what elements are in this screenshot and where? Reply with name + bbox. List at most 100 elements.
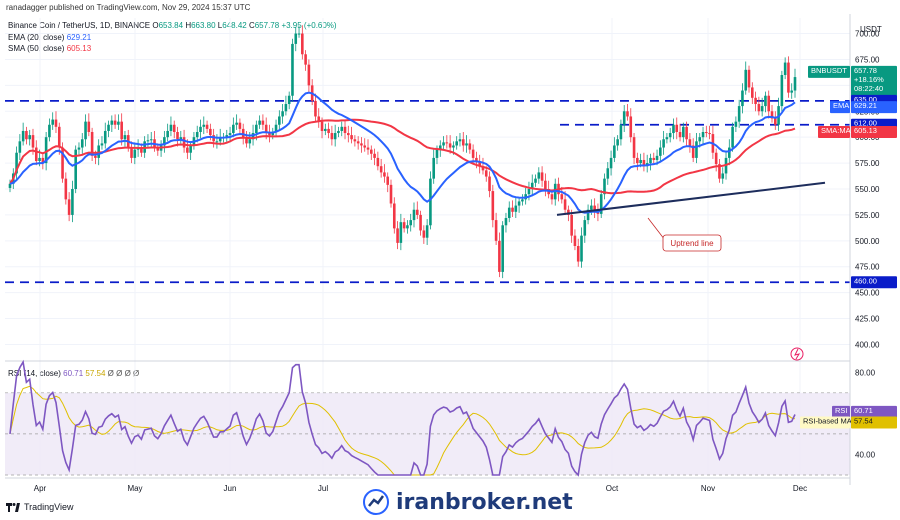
- candle-body: [478, 162, 481, 167]
- time-tick-label: Jun: [224, 484, 237, 493]
- candle-body: [146, 140, 150, 142]
- candle-body: [790, 90, 794, 93]
- candle-body: [327, 128, 330, 134]
- candle-body: [48, 124, 51, 138]
- candle-body: [163, 137, 166, 146]
- candle-body: [468, 143, 472, 150]
- ema-legend-row[interactable]: EMA (20, close) 629.21: [8, 33, 91, 42]
- candle-body: [218, 137, 222, 142]
- candle-body: [576, 246, 580, 262]
- candle-body: [209, 128, 212, 136]
- ohlc-high: 663.80: [191, 21, 216, 30]
- candle-body: [744, 69, 748, 91]
- candle-body: [461, 139, 465, 146]
- candle-body: [494, 220, 498, 241]
- candle-body: [590, 205, 593, 210]
- candle-body: [406, 225, 409, 229]
- sma-legend-row[interactable]: SMA (50, close) 605.13: [8, 44, 91, 53]
- candle-body: [278, 116, 281, 125]
- candle-body: [537, 172, 541, 179]
- candle-body: [435, 149, 439, 158]
- candle-body: [705, 132, 708, 134]
- candle-body: [186, 147, 189, 153]
- ohlc-change: +3.95 (+0.60%): [281, 21, 337, 30]
- candle-body: [754, 97, 757, 105]
- candle-body: [360, 143, 363, 146]
- candle-body: [429, 178, 432, 226]
- candle-body: [530, 182, 534, 189]
- candle-body: [41, 157, 45, 164]
- candle-body: [268, 133, 271, 136]
- candle-body: [248, 139, 252, 144]
- candle-body: [376, 157, 380, 167]
- candle-body: [580, 235, 583, 262]
- rsi-line: [9, 359, 796, 477]
- ohlc-low-label: L: [217, 21, 223, 30]
- sma-50-line: [9, 118, 796, 195]
- price-tick-label: 475.00: [855, 263, 880, 272]
- candle-body: [8, 183, 12, 188]
- candle-body: [28, 135, 32, 140]
- candle-body: [399, 222, 403, 243]
- candle-body: [593, 205, 596, 212]
- candle-body: [281, 111, 284, 117]
- time-tick-label: Dec: [793, 484, 807, 493]
- ema-value-tag-text: 629.21: [854, 101, 877, 110]
- symbol-title[interactable]: Binance Coin / TetherUS, 1D, BINANCE: [8, 21, 151, 30]
- candle-body: [21, 130, 25, 142]
- candle-body: [61, 147, 64, 179]
- watermark-text: iranbroker.net: [396, 489, 573, 515]
- candle-body: [445, 142, 449, 144]
- rsi-value-tag-text: 60.71: [854, 406, 873, 415]
- candle-body: [120, 121, 123, 140]
- candle-body: [57, 126, 61, 148]
- candle-body: [701, 132, 705, 138]
- currency-label[interactable]: USDT: [860, 25, 882, 34]
- candle-body: [232, 124, 235, 134]
- candle-body: [540, 172, 544, 181]
- candle-body: [511, 207, 514, 212]
- candle-body: [685, 126, 688, 140]
- price-tick-label: 675.00: [855, 55, 880, 64]
- tradingview-footer[interactable]: TradingView: [6, 502, 74, 512]
- rsi-legend-row[interactable]: RSI (14, close) 60.71 57.54 Ø Ø Ø Ø: [8, 369, 139, 378]
- candle-body: [18, 141, 22, 153]
- candle-body: [258, 120, 261, 125]
- moving-averages: [9, 91, 796, 214]
- candle-body: [238, 122, 242, 129]
- candle-body: [649, 157, 652, 164]
- candle-body: [678, 132, 682, 138]
- ema-legend-value: 629.21: [66, 33, 92, 42]
- legend-title-row: Binance Coin / TetherUS, 1D, BINANCE O65…: [8, 21, 337, 30]
- candle-body: [741, 90, 744, 107]
- price-tick-label: 525.00: [855, 211, 880, 220]
- sma-legend-label: SMA (50, close): [8, 44, 65, 53]
- candle-body: [113, 120, 117, 125]
- tradingview-brand: TradingView: [24, 502, 74, 512]
- candle-body: [438, 145, 442, 150]
- iranbroker-logo-icon: [363, 489, 389, 515]
- price-tick-label: 400.00: [855, 340, 880, 349]
- rsi-legend-label: RSI (14, close): [8, 369, 61, 378]
- candle-body: [514, 205, 518, 212]
- candle-body: [271, 132, 275, 136]
- candle-body: [74, 149, 77, 189]
- candle-body: [737, 106, 741, 122]
- lightning-icon: [790, 347, 804, 361]
- candle-body: [793, 77, 797, 91]
- ema-value-tag-bg: [851, 101, 897, 114]
- candle-body: [117, 121, 120, 125]
- candle-body: [731, 126, 734, 148]
- candle-body: [235, 122, 238, 125]
- candle-body: [87, 121, 91, 132]
- candle-body: [179, 137, 183, 140]
- candle-body: [780, 75, 784, 107]
- candle-body: [350, 135, 353, 140]
- candle-body: [369, 149, 373, 154]
- candle-body: [659, 147, 662, 156]
- candle-body: [202, 124, 206, 127]
- candle-body: [619, 124, 623, 140]
- candle-body: [402, 222, 406, 229]
- candle-body: [613, 145, 616, 158]
